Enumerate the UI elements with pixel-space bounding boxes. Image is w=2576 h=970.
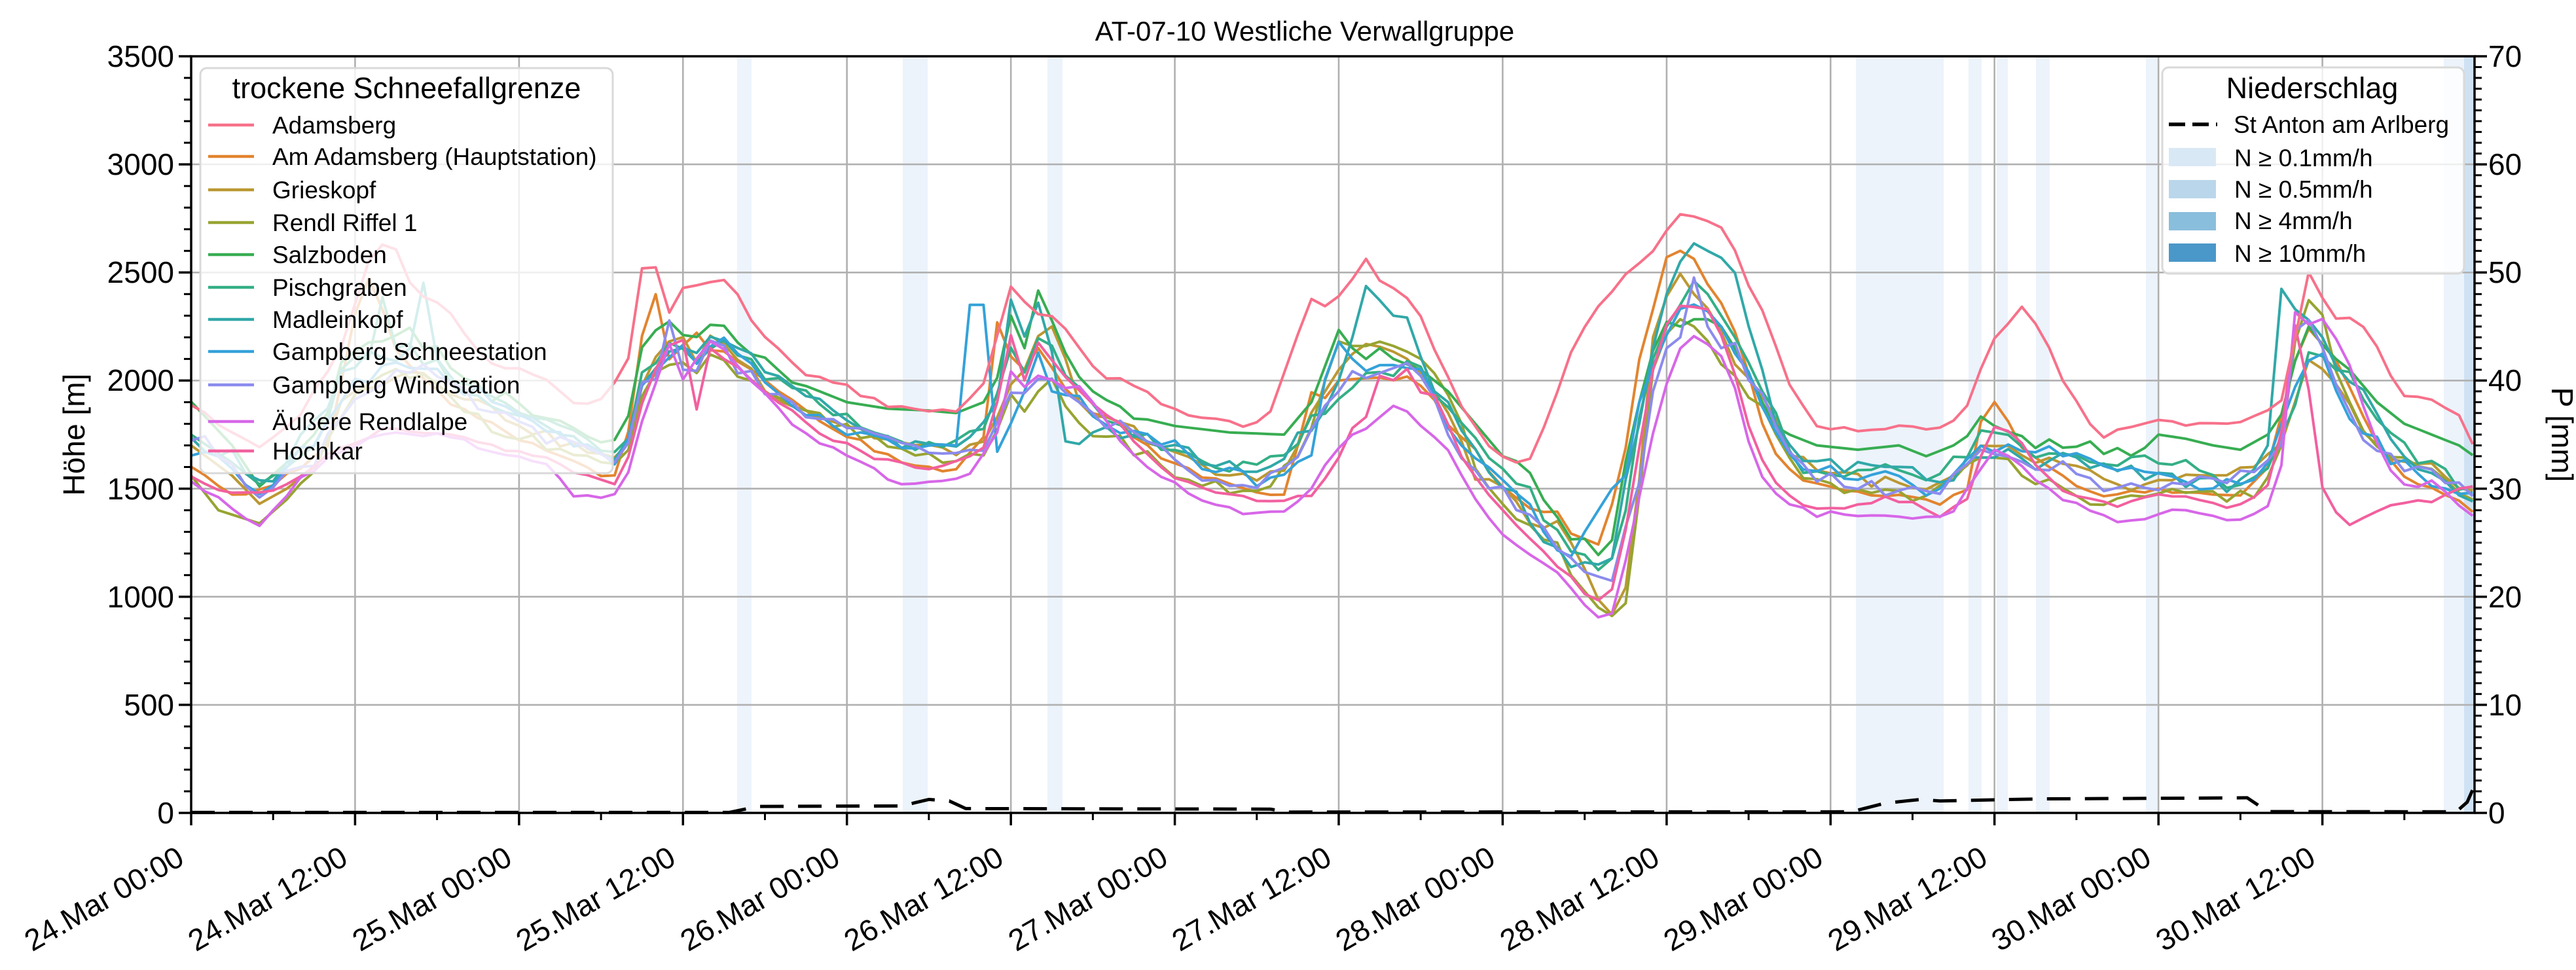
svg-text:AT-07-10 Westliche Verwallgrup: AT-07-10 Westliche Verwallgruppe — [1095, 16, 1514, 46]
svg-text:1000: 1000 — [107, 580, 174, 614]
svg-text:Höhe [m]: Höhe [m] — [57, 374, 91, 496]
svg-text:N ≥ 0.1mm/h: N ≥ 0.1mm/h — [2234, 145, 2373, 171]
svg-text:60: 60 — [2488, 147, 2522, 181]
svg-text:Pischgraben: Pischgraben — [272, 274, 407, 301]
svg-text:N ≥ 10mm/h: N ≥ 10mm/h — [2234, 240, 2366, 267]
svg-text:30: 30 — [2488, 472, 2522, 506]
svg-text:Gampberg Schneestation: Gampberg Schneestation — [272, 338, 547, 365]
svg-text:Niederschlag: Niederschlag — [2226, 71, 2399, 105]
svg-text:Äußere Rendlalpe: Äußere Rendlalpe — [272, 408, 467, 435]
svg-text:10: 10 — [2488, 688, 2522, 722]
svg-text:40: 40 — [2488, 363, 2522, 397]
svg-text:500: 500 — [124, 688, 174, 722]
svg-text:St Anton am Arlberg: St Anton am Arlberg — [2234, 111, 2449, 138]
svg-text:P [mm]: P [mm] — [2545, 387, 2576, 482]
svg-text:1500: 1500 — [107, 472, 174, 506]
svg-text:Madleinkopf: Madleinkopf — [272, 306, 403, 333]
svg-text:3500: 3500 — [107, 39, 174, 73]
svg-text:N ≥ 0.5mm/h: N ≥ 0.5mm/h — [2234, 176, 2373, 203]
svg-text:50: 50 — [2488, 255, 2522, 289]
svg-text:2000: 2000 — [107, 363, 174, 397]
svg-text:Gampberg Windstation: Gampberg Windstation — [272, 372, 520, 399]
svg-text:Am Adamsberg (Hauptstation): Am Adamsberg (Hauptstation) — [272, 143, 597, 170]
svg-text:Salzboden: Salzboden — [272, 242, 387, 268]
svg-text:Rendl Riffel 1: Rendl Riffel 1 — [272, 209, 417, 236]
svg-text:0: 0 — [157, 796, 174, 830]
svg-text:3000: 3000 — [107, 147, 174, 181]
svg-text:2500: 2500 — [107, 255, 174, 289]
svg-text:Hochkar: Hochkar — [272, 438, 363, 465]
svg-text:0: 0 — [2488, 796, 2505, 830]
svg-text:Adamsberg: Adamsberg — [272, 112, 396, 139]
svg-text:20: 20 — [2488, 580, 2522, 614]
svg-text:70: 70 — [2488, 39, 2522, 73]
svg-text:N ≥ 4mm/h: N ≥ 4mm/h — [2234, 207, 2353, 234]
svg-text:Grieskopf: Grieskopf — [272, 177, 376, 204]
svg-text:trockene Schneefallgrenze: trockene Schneefallgrenze — [232, 71, 581, 105]
